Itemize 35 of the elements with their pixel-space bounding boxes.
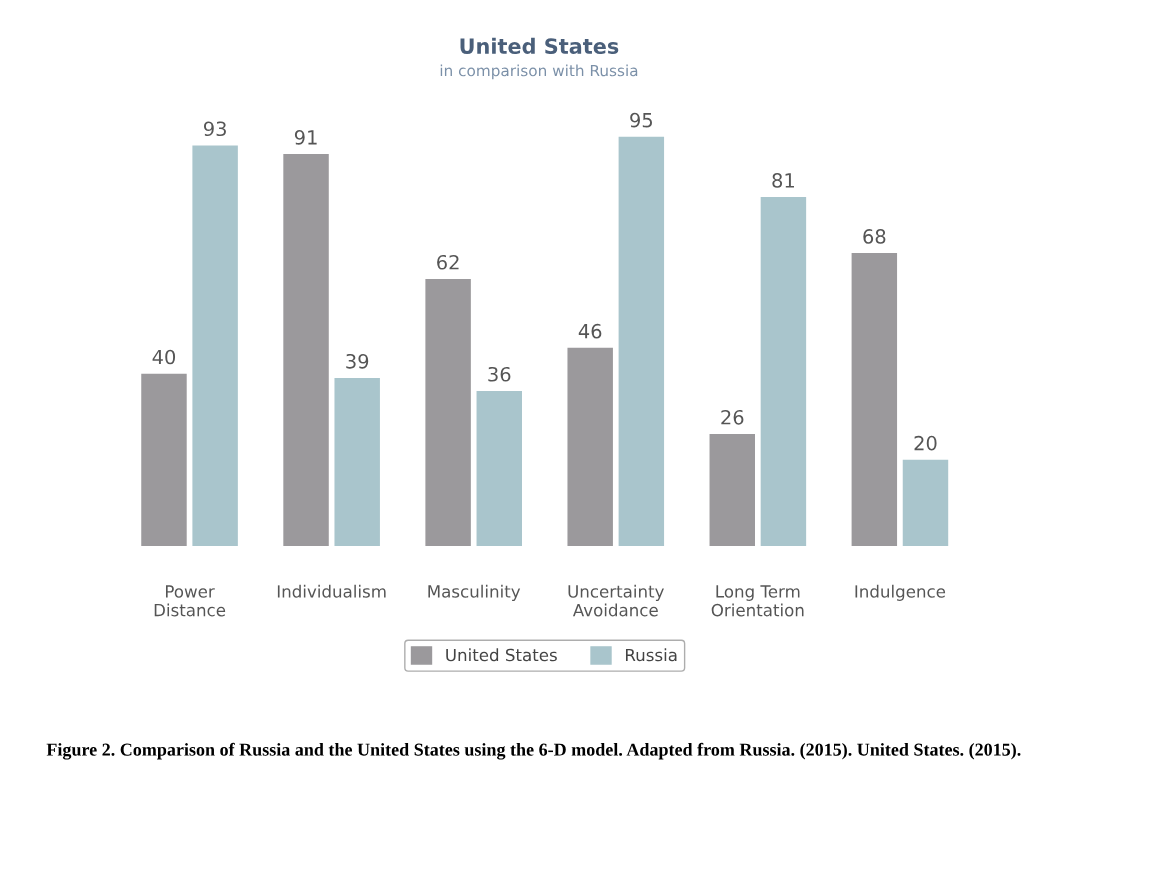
data-label: 91 bbox=[294, 130, 317, 145]
bar bbox=[760, 197, 807, 546]
data-label: 81 bbox=[772, 173, 794, 188]
bar bbox=[618, 136, 665, 546]
data-label: 36 bbox=[488, 366, 511, 382]
legend-label: Russia bbox=[625, 648, 677, 662]
bar bbox=[902, 459, 949, 546]
bar bbox=[283, 154, 329, 546]
bar bbox=[567, 347, 613, 546]
bar bbox=[334, 377, 380, 546]
data-label: 26 bbox=[721, 409, 744, 425]
data-label: 93 bbox=[203, 121, 226, 137]
caption: Figure 2. Comparison of Russia and the United States using the 6-D model. Adapted from Russia. (2015). United States. (2015). bbox=[46, 742, 1021, 760]
bar bbox=[476, 390, 522, 546]
bar bbox=[709, 433, 755, 546]
legend-label: United States bbox=[446, 648, 557, 662]
data-label: 40 bbox=[152, 349, 176, 365]
data-label: 46 bbox=[578, 323, 602, 339]
x-tick-label: Long Term Orientation bbox=[711, 585, 804, 617]
data-label: 39 bbox=[346, 353, 369, 369]
data-label: 95 bbox=[630, 112, 653, 128]
data-label: 62 bbox=[437, 254, 459, 270]
x-tick-label: Individualism bbox=[277, 584, 386, 598]
data-label: 20 bbox=[914, 435, 937, 451]
data-label: 68 bbox=[863, 229, 886, 244]
chart-subtitle: in comparison with Russia bbox=[440, 64, 638, 80]
x-tick-label: Power Distance bbox=[154, 585, 226, 617]
bar bbox=[425, 278, 471, 546]
chart-title: United States bbox=[460, 37, 619, 54]
x-tick-label: Indulgence bbox=[855, 584, 946, 601]
x-tick-label: Masculinity bbox=[428, 584, 521, 601]
x-tick-label: Uncertainty Avoidance bbox=[568, 584, 664, 617]
bar bbox=[192, 145, 238, 546]
bar bbox=[851, 253, 898, 546]
bar bbox=[141, 373, 187, 546]
